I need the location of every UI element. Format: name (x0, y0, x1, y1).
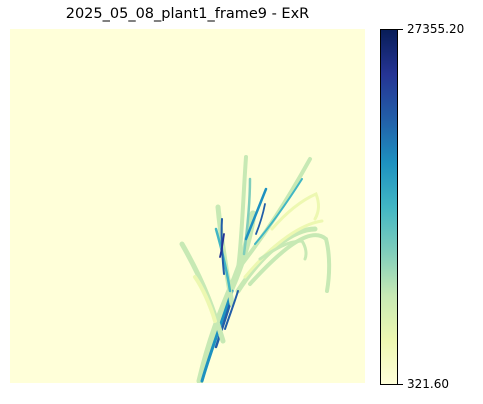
plant-leaf-right-droop (248, 233, 332, 293)
colorbar-min-label: 321.60 (407, 377, 449, 391)
plant-leaf-right-tall-vein (254, 178, 303, 245)
plant-leaf-right-lower (258, 239, 308, 261)
plant-canvas (10, 29, 365, 383)
plant-accent-2 (255, 203, 266, 235)
heatmap-image (10, 29, 365, 383)
plant-leaf-left-tip (193, 275, 217, 323)
plant-stem-highlight (214, 302, 232, 349)
plant-leaf-center-vein (242, 177, 252, 256)
colorbar-max-label: 27355.20 (407, 22, 465, 36)
colorbar (380, 29, 398, 385)
plant-leaf-right-curl (270, 192, 320, 231)
plant-leaf-center-right (244, 187, 268, 241)
figure-title: 2025_05_08_plant1_frame9 - ExR (65, 6, 310, 22)
image-background (10, 29, 365, 383)
plant (179, 155, 332, 383)
plant-accent-1 (224, 290, 239, 330)
plant-leaf-center (236, 155, 248, 271)
colorbar-tick-min (398, 384, 403, 385)
plant-leaf-right-arch-upper (243, 219, 324, 279)
plant-accent-3 (219, 233, 225, 258)
colorbar-tick-max (398, 29, 403, 30)
